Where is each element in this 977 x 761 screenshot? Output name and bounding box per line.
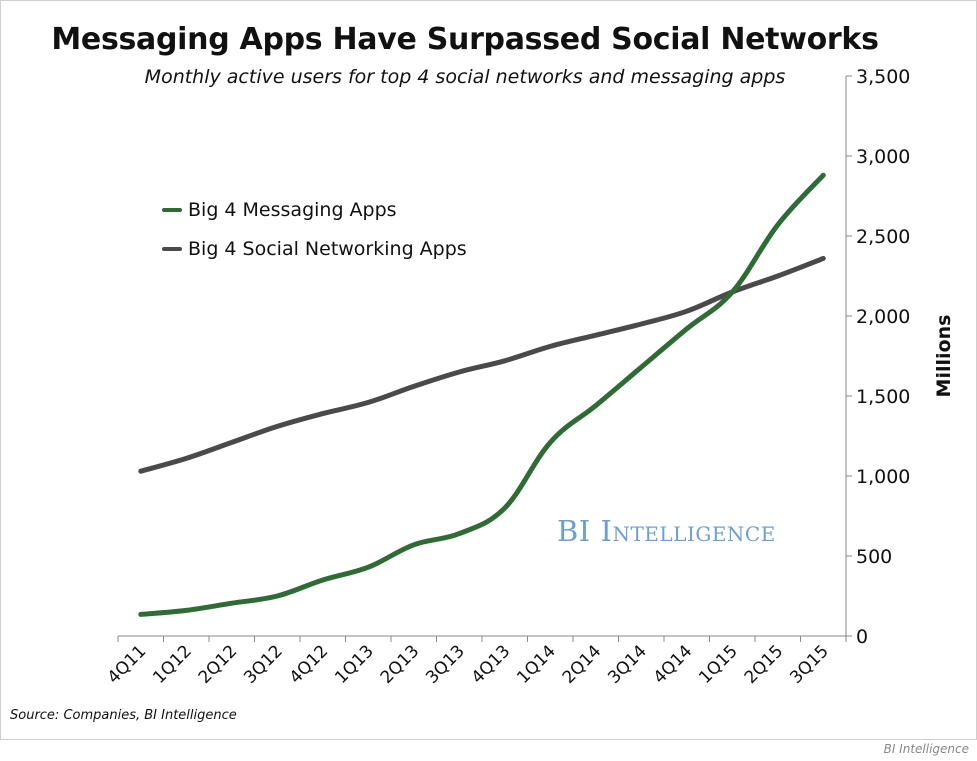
y-axis-title: Millions <box>933 315 955 398</box>
x-tick-label: 2Q14 <box>559 641 606 688</box>
legend-label-messaging: Big 4 Messaging Apps <box>188 199 397 221</box>
x-tick-label: 4Q13 <box>468 641 515 688</box>
watermark: BI Intelligence <box>557 514 776 548</box>
chart-subtitle: Monthly active users for top 4 social ne… <box>144 66 786 88</box>
y-tick-label: 0 <box>856 626 868 648</box>
y-tick-label: 3,000 <box>856 146 910 168</box>
legend-swatch-social <box>162 247 182 251</box>
x-tick-label: 1Q14 <box>513 641 560 688</box>
x-tick-label: 3Q15 <box>786 641 833 688</box>
y-tick-label: 1,000 <box>856 466 910 488</box>
x-tick-label: 3Q14 <box>604 641 651 688</box>
x-tick-label: 1Q12 <box>149 641 196 688</box>
legend-item-social: Big 4 Social Networking Apps <box>162 238 467 260</box>
series-line-social <box>138 255 826 474</box>
footer-credit: BI Intelligence <box>883 742 969 756</box>
y-tick-label: 3,500 <box>856 66 910 88</box>
x-tick-label: 1Q15 <box>695 641 742 688</box>
y-tick-label: 1,500 <box>856 386 910 408</box>
legend-label-social: Big 4 Social Networking Apps <box>188 238 467 260</box>
y-tick-label: 500 <box>856 546 892 568</box>
x-tick-label: 2Q12 <box>195 641 242 688</box>
x-tick-label: 2Q13 <box>377 641 424 688</box>
x-tick-label: 4Q11 <box>104 641 151 688</box>
x-tick-label: 2Q15 <box>741 641 788 688</box>
source-note: Source: Companies, BI Intelligence <box>10 708 237 723</box>
x-tick-label: 4Q14 <box>650 641 697 688</box>
x-tick-label: 1Q13 <box>331 641 378 688</box>
y-tick-label: 2,000 <box>856 306 910 328</box>
legend-swatch-messaging <box>162 208 182 212</box>
legend-item-messaging: Big 4 Messaging Apps <box>162 199 397 221</box>
chart-title: Messaging Apps Have Surpassed Social Net… <box>51 22 879 57</box>
series-line-messaging <box>138 172 826 617</box>
x-tick-label: 3Q13 <box>422 641 469 688</box>
y-tick-label: 2,500 <box>856 226 910 248</box>
x-tick-label: 3Q12 <box>240 641 287 688</box>
x-tick-label: 4Q12 <box>286 641 333 688</box>
line-chart: 4Q111Q122Q123Q124Q121Q132Q133Q134Q131Q14… <box>104 66 955 688</box>
